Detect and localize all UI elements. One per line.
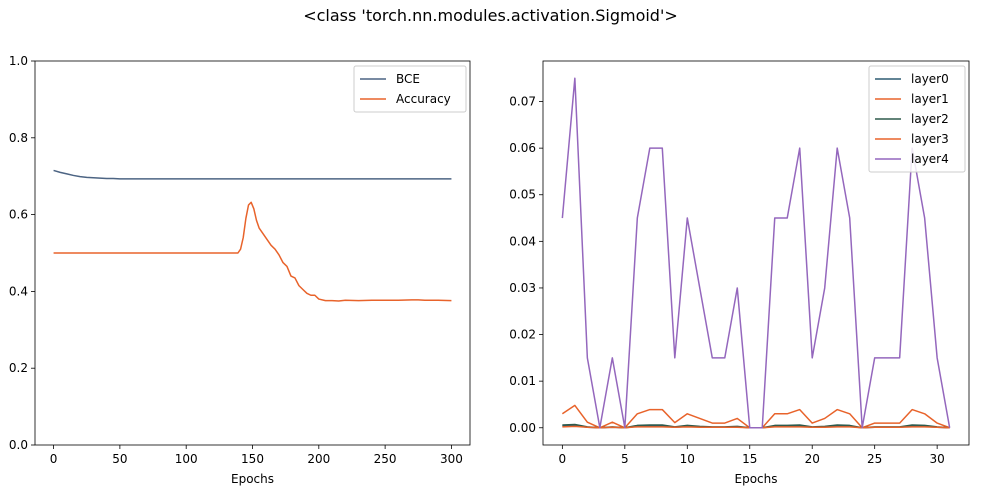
y-tick-label: 0.2 <box>9 361 28 375</box>
legend-label: layer0 <box>911 72 949 86</box>
legend-label: layer3 <box>911 132 949 146</box>
chart-left-panel: 0 50 100 150 200 250 300 0.0 0.2 0.4 0.6 0.8 1.0 Epoc… <box>9 54 471 486</box>
y-tick-label: 0.8 <box>9 131 28 145</box>
x-tick-label: 25 <box>867 452 882 466</box>
x-axis-label: Epochs <box>735 472 778 486</box>
series-line-layer4 <box>561 77 951 429</box>
y-tick-label: 0.03 <box>509 281 536 295</box>
legend-box <box>868 65 966 173</box>
x-tick-label: 10 <box>680 452 695 466</box>
legend-label: Accuracy <box>396 92 451 106</box>
legend-label: BCE <box>396 72 420 86</box>
x-tick-label: 20 <box>805 452 820 466</box>
y-tick-label: 0.07 <box>509 95 536 109</box>
x-tick-label: 0 <box>50 452 58 466</box>
axes-frame <box>542 60 970 446</box>
y-tick-label: 0.04 <box>509 234 536 248</box>
x-axis-label: Epochs <box>231 472 274 486</box>
x-tick-label: 0 <box>559 452 567 466</box>
x-tick-label: 150 <box>241 452 264 466</box>
series-line-layer1 <box>561 404 950 429</box>
x-tick-label: 15 <box>742 452 757 466</box>
x-tick-label: 250 <box>374 452 397 466</box>
x-tick-label: 5 <box>621 452 629 466</box>
y-tick-label: 0.05 <box>509 188 536 202</box>
legend-label: layer1 <box>911 92 949 106</box>
y-tick-label: 0.0 <box>9 438 28 452</box>
y-tick-label: 1.0 <box>9 54 28 68</box>
figure-suptitle: <class 'torch.nn.modules.activation.Sigm… <box>303 6 678 25</box>
legend-box <box>353 65 467 113</box>
series-line-accuracy <box>53 201 452 302</box>
y-tick-label: 0.02 <box>509 328 536 342</box>
legend: BCE Accuracy <box>353 65 467 113</box>
chart-right-panel: 0 5 10 15 20 25 30 0.00 0.01 0.02 0.03 0.04 0.05 0.06… <box>509 60 970 486</box>
x-tick-label: 300 <box>440 452 463 466</box>
y-tick-label: 0.00 <box>509 421 536 435</box>
series-line-bce <box>53 169 452 180</box>
legend-label: layer4 <box>911 152 949 166</box>
x-tick-label: 30 <box>930 452 945 466</box>
legend-label: layer2 <box>911 112 949 126</box>
legend: layer0 layer1 layer2 layer3 layer4 <box>868 65 966 173</box>
y-tick-label: 0.01 <box>509 374 536 388</box>
y-tick-label: 0.06 <box>509 141 536 155</box>
x-tick-label: 100 <box>175 452 198 466</box>
x-tick-label: 200 <box>307 452 330 466</box>
x-tick-label: 50 <box>112 452 127 466</box>
y-tick-label: 0.4 <box>9 284 28 298</box>
y-tick-label: 0.6 <box>9 208 28 222</box>
